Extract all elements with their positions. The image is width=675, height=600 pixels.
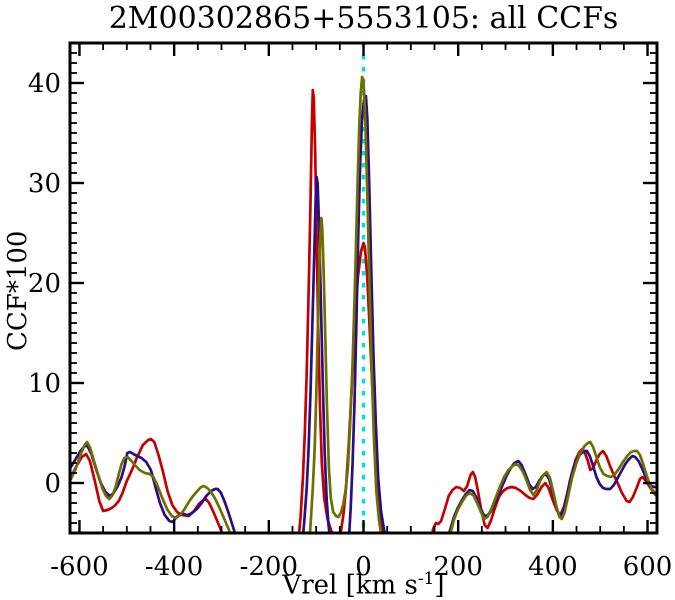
y-tick-label: 0	[44, 469, 61, 499]
y-tick-label: 10	[28, 369, 61, 399]
x-axis-title-sup: -1	[417, 569, 435, 589]
x-tick-label: -600	[50, 552, 108, 582]
series-ccf-olive	[70, 75, 657, 533]
plot-area	[70, 43, 657, 533]
plot-title: 2M00302865+5553105: all CCFs	[108, 1, 619, 36]
x-axis-title: Vrel [km s-1]	[70, 569, 657, 600]
y-tick-label: 40	[28, 69, 61, 99]
x-axis-title-suffix: ]	[434, 570, 445, 600]
y-tick-label: 30	[28, 169, 61, 199]
x-tick-label: -400	[145, 552, 203, 582]
x-axis-title-text: Vrel [km s	[282, 570, 418, 600]
y-tick-label: 20	[28, 269, 61, 299]
x-tick-label: -200	[240, 552, 298, 582]
x-tick-label: 600	[623, 552, 673, 582]
x-tick-label: 0	[355, 552, 372, 582]
x-tick-label: 200	[433, 552, 483, 582]
y-axis-title: CCF*100	[3, 230, 33, 351]
x-tick-label: 400	[528, 552, 578, 582]
